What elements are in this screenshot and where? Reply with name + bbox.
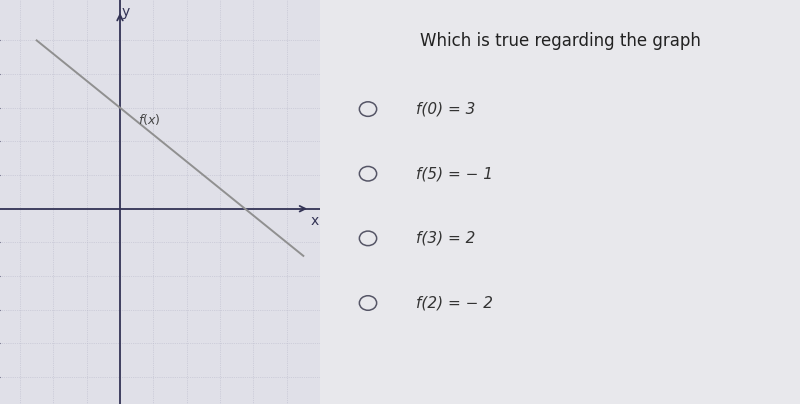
Text: Which is true regarding the graph: Which is true regarding the graph xyxy=(419,32,701,50)
Text: f(0) = 3: f(0) = 3 xyxy=(416,101,475,117)
Text: y: y xyxy=(122,5,130,19)
Text: $f(x)$: $f(x)$ xyxy=(138,112,161,127)
Text: f(5) = − 1: f(5) = − 1 xyxy=(416,166,493,181)
Text: f(3) = 2: f(3) = 2 xyxy=(416,231,475,246)
Text: f(2) = − 2: f(2) = − 2 xyxy=(416,295,493,311)
Text: x: x xyxy=(311,214,319,227)
